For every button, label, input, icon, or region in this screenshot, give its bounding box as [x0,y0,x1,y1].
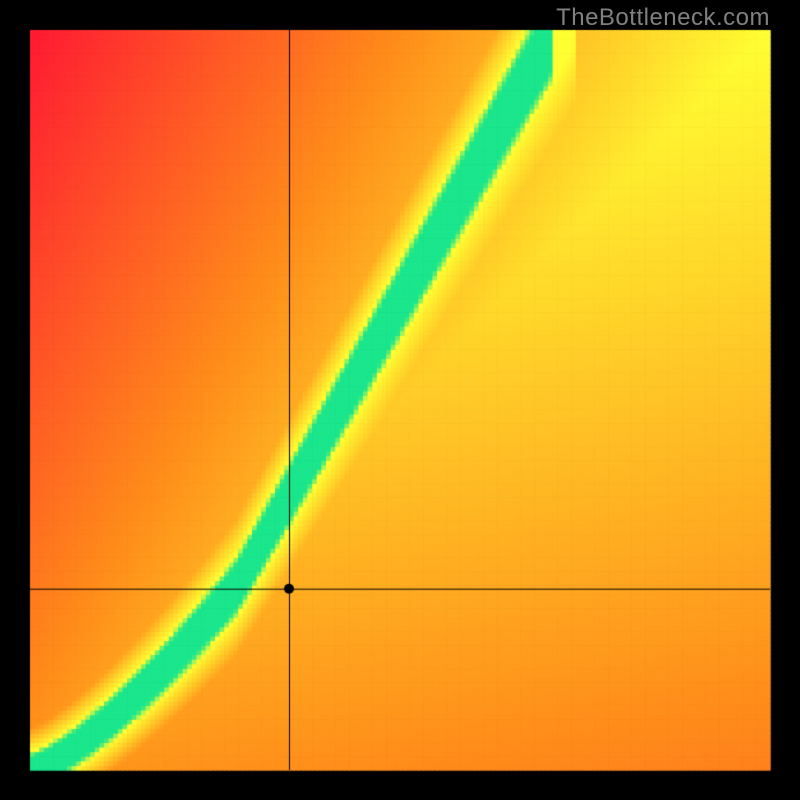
bottleneck-heatmap [0,0,800,800]
watermark-text: TheBottleneck.com [556,4,770,32]
chart-container: TheBottleneck.com [0,0,800,800]
